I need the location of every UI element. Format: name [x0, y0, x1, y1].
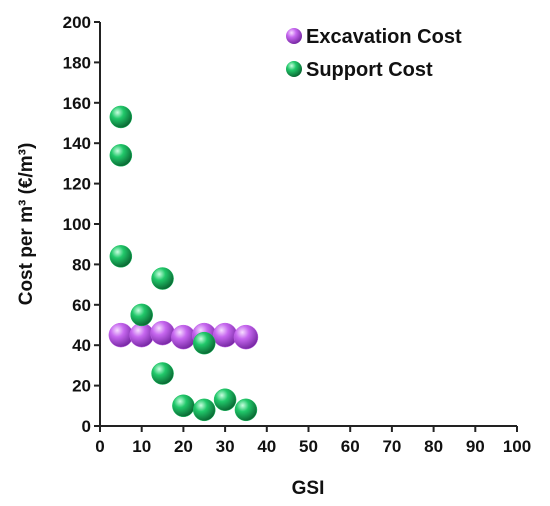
y-tick-label: 180: [63, 53, 91, 72]
x-tick-label: 20: [174, 437, 193, 456]
legend-marker-excavation-cost: [286, 28, 302, 44]
excavation-cost-point: [108, 322, 134, 348]
legend-label-support-cost: Support Cost: [306, 59, 433, 81]
x-tick-label: 90: [466, 437, 485, 456]
y-tick-label: 120: [63, 175, 91, 194]
support-cost-point: [234, 398, 258, 422]
x-tick-label: 50: [299, 437, 318, 456]
x-tick-label: 10: [132, 437, 151, 456]
support-cost-point: [151, 362, 174, 385]
x-tick-label: 80: [424, 437, 443, 456]
x-tick-label: 60: [341, 437, 360, 456]
y-tick-label: 160: [63, 94, 91, 113]
x-tick-label: 100: [503, 437, 531, 456]
legend: Excavation Cost Support Cost: [286, 26, 462, 81]
support-cost-point: [109, 144, 133, 167]
y-tick-label: 40: [72, 336, 91, 355]
y-ticks: 0 20 40 60 80 100 120 140 160 180 200: [63, 13, 100, 436]
support-cost-point: [213, 388, 237, 411]
support-cost-point: [151, 267, 174, 290]
y-tick-label: 140: [63, 134, 91, 153]
support-cost-point: [193, 331, 216, 355]
excavation-cost-point: [212, 322, 238, 348]
legend-marker-support-cost: [286, 61, 302, 77]
y-tick-label: 80: [72, 255, 91, 274]
support-cost-point: [130, 303, 153, 327]
x-tick-label: 70: [382, 437, 401, 456]
y-tick-label: 20: [72, 377, 91, 396]
data-points: [108, 105, 259, 422]
x-tick-label: 30: [216, 437, 235, 456]
excavation-cost-point: [171, 324, 196, 350]
y-tick-label: 100: [63, 215, 91, 234]
x-ticks: 0 10 20 30 40 50 60 70 80 90 100: [95, 426, 531, 456]
y-axis-title: Cost per m³ (€/m³): [16, 143, 37, 306]
x-tick-label: 40: [257, 437, 276, 456]
excavation-cost-point: [129, 322, 154, 348]
y-tick-label: 200: [63, 13, 91, 32]
legend-label-excavation-cost: Excavation Cost: [306, 26, 462, 48]
y-tick-label: 0: [82, 417, 91, 436]
support-cost-point: [172, 394, 195, 418]
x-tick-label: 0: [95, 437, 104, 456]
x-axis-title: GSI: [292, 478, 325, 499]
support-cost-point: [109, 245, 133, 268]
excavation-cost-point: [150, 320, 175, 346]
y-tick-label: 60: [72, 296, 91, 315]
excavation-cost-point: [233, 324, 259, 350]
support-cost-point: [193, 398, 216, 422]
support-cost-point: [109, 105, 133, 129]
